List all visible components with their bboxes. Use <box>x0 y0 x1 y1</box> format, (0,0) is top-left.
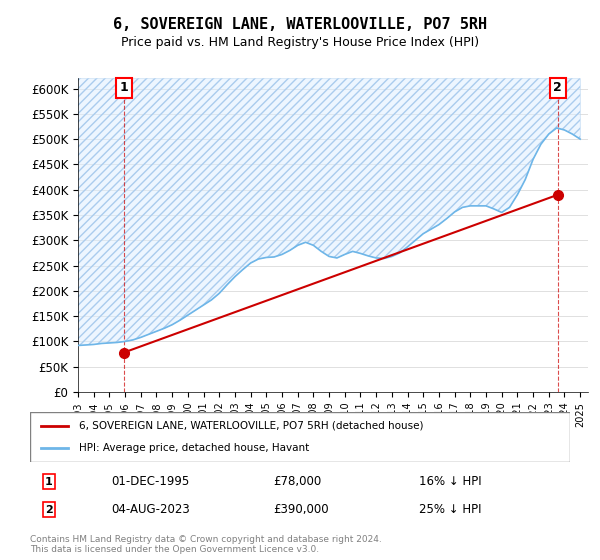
Text: HPI: Average price, detached house, Havant: HPI: Average price, detached house, Hava… <box>79 443 309 453</box>
Text: Price paid vs. HM Land Registry's House Price Index (HPI): Price paid vs. HM Land Registry's House … <box>121 36 479 49</box>
Text: 1: 1 <box>45 477 53 487</box>
Text: 6, SOVEREIGN LANE, WATERLOOVILLE, PO7 5RH (detached house): 6, SOVEREIGN LANE, WATERLOOVILLE, PO7 5R… <box>79 421 423 431</box>
Text: 16% ↓ HPI: 16% ↓ HPI <box>419 475 481 488</box>
Text: £390,000: £390,000 <box>273 503 329 516</box>
Text: 01-DEC-1995: 01-DEC-1995 <box>111 475 189 488</box>
Text: 04-AUG-2023: 04-AUG-2023 <box>111 503 190 516</box>
FancyBboxPatch shape <box>30 412 570 462</box>
Text: 6, SOVEREIGN LANE, WATERLOOVILLE, PO7 5RH: 6, SOVEREIGN LANE, WATERLOOVILLE, PO7 5R… <box>113 17 487 32</box>
Text: 2: 2 <box>45 505 53 515</box>
Text: 2: 2 <box>553 81 562 94</box>
Text: 25% ↓ HPI: 25% ↓ HPI <box>419 503 481 516</box>
Text: Contains HM Land Registry data © Crown copyright and database right 2024.
This d: Contains HM Land Registry data © Crown c… <box>30 535 382 554</box>
Text: £78,000: £78,000 <box>273 475 321 488</box>
Text: 1: 1 <box>119 81 128 94</box>
